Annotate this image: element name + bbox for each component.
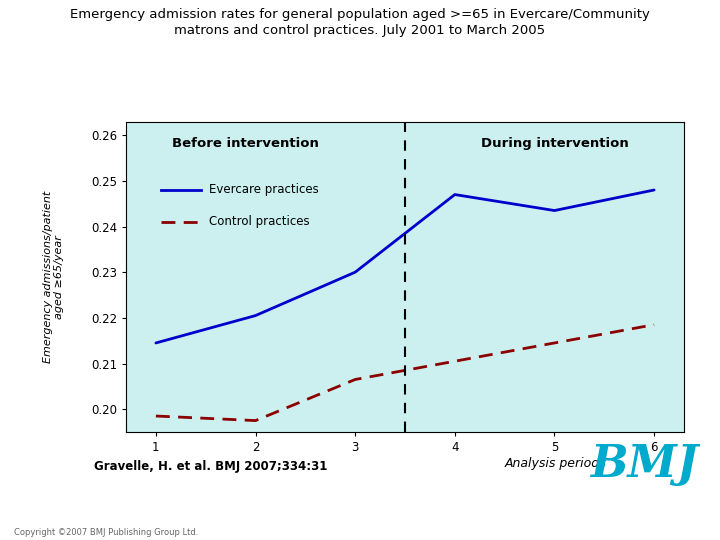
Text: Evercare practices: Evercare practices xyxy=(209,184,318,197)
Text: Emergency admission rates for general population aged >=65 in Evercare/Community: Emergency admission rates for general po… xyxy=(70,8,650,21)
Text: BMJ: BMJ xyxy=(590,443,698,486)
Text: During intervention: During intervention xyxy=(480,138,629,151)
Text: Before intervention: Before intervention xyxy=(172,138,319,151)
Text: Control practices: Control practices xyxy=(209,215,310,228)
X-axis label: Analysis periods: Analysis periods xyxy=(505,457,606,470)
Text: Copyright ©2007 BMJ Publishing Group Ltd.: Copyright ©2007 BMJ Publishing Group Ltd… xyxy=(14,528,199,537)
Text: matrons and control practices. July 2001 to March 2005: matrons and control practices. July 2001… xyxy=(174,24,546,37)
Text: Emergency admissions/patient
aged ≥65/year: Emergency admissions/patient aged ≥65/ye… xyxy=(42,191,64,363)
Text: Gravelle, H. et al. BMJ 2007;334:31: Gravelle, H. et al. BMJ 2007;334:31 xyxy=(94,460,327,473)
